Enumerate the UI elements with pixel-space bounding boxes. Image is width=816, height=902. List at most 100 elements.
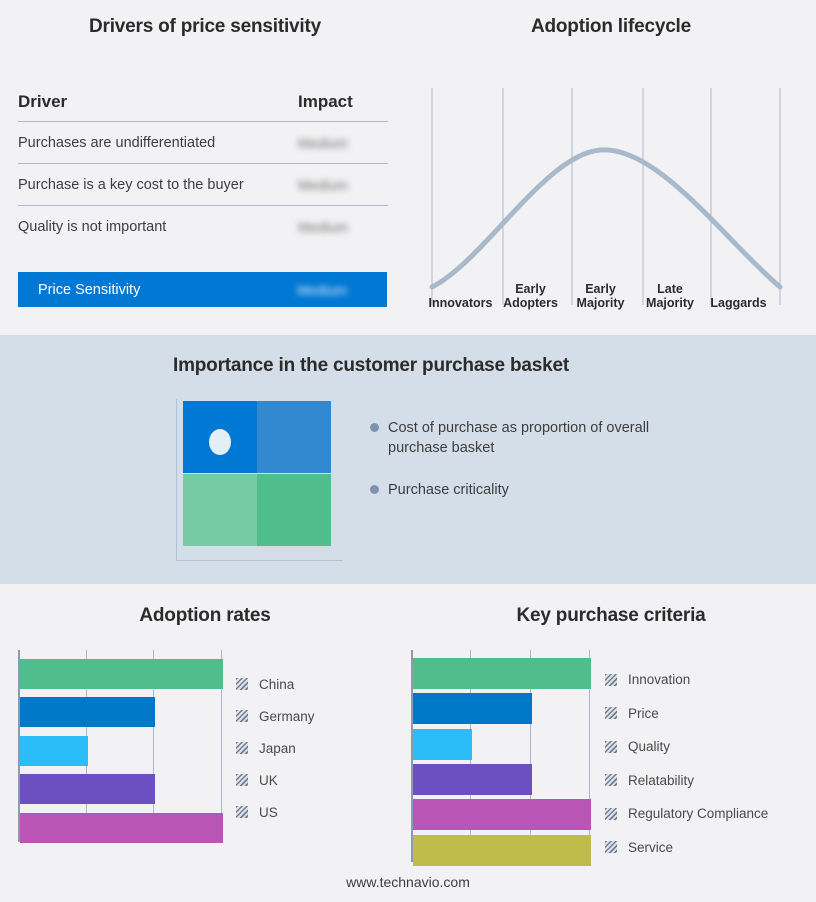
chart-gridline bbox=[153, 650, 155, 842]
highlight-impact-value-redacted: Medium bbox=[297, 281, 347, 298]
middle-band bbox=[0, 335, 816, 584]
chart-y-axis bbox=[18, 650, 20, 842]
legend-item: Service bbox=[605, 831, 805, 865]
hatched-swatch-icon bbox=[236, 806, 248, 818]
adoption-rates-legend: China Germany Japan UK US bbox=[236, 668, 376, 828]
chart-bars bbox=[413, 650, 591, 866]
basket-legend: Cost of purchase as proportion of overal… bbox=[370, 418, 660, 522]
impact-value-redacted: Medium bbox=[298, 218, 348, 235]
bar-regulatory-compliance bbox=[413, 799, 591, 831]
hatched-swatch-icon bbox=[605, 841, 617, 854]
legend-item-label: Regulatory Compliance bbox=[628, 806, 769, 822]
quadrant-position-marker bbox=[209, 429, 231, 455]
lifecycle-stage-early-majority: Early Majority bbox=[576, 282, 625, 310]
bullet-dot-icon bbox=[370, 485, 379, 494]
legend-item: Price bbox=[605, 697, 805, 731]
adoption-rates-title: Adoption rates bbox=[139, 605, 271, 626]
basket-panel-title: Importance in the customer purchase bask… bbox=[173, 355, 569, 376]
quadrant-x-axis bbox=[176, 560, 343, 561]
table-rule bbox=[18, 163, 388, 164]
legend-item-label: US bbox=[259, 804, 278, 820]
adoption-rates-chart bbox=[18, 650, 223, 843]
hatched-swatch-icon bbox=[236, 774, 248, 786]
hatched-swatch-icon bbox=[236, 710, 248, 722]
chart-gridline bbox=[529, 650, 531, 862]
column-header-driver: Driver bbox=[18, 92, 68, 111]
bullet-dot-icon bbox=[370, 423, 379, 432]
legend-item: Purchase criticality bbox=[370, 480, 660, 500]
bar-uk bbox=[20, 774, 156, 805]
legend-item-label: Relatability bbox=[628, 772, 695, 788]
quadrant-cell-top-right bbox=[257, 401, 331, 473]
lifecycle-stage-innovators: Innovators bbox=[428, 296, 493, 310]
driver-label: Purchase is a key cost to the buyer bbox=[18, 176, 244, 193]
legend-item: Innovation bbox=[605, 663, 805, 697]
legend-item-label: Service bbox=[628, 839, 674, 855]
hatched-swatch-icon bbox=[236, 742, 248, 754]
drivers-table: Driver Impact Purchases are undifferenti… bbox=[18, 92, 388, 247]
lifecycle-panel-title: Adoption lifecycle bbox=[530, 16, 692, 37]
lifecycle-stage-laggards: Laggards bbox=[710, 296, 767, 310]
chart-gridline bbox=[221, 650, 222, 842]
legend-item-label: Japan bbox=[259, 740, 296, 756]
chart-bars bbox=[20, 650, 223, 843]
quadrant-y-axis bbox=[176, 399, 177, 561]
table-row: Purchases are undifferentiated Medium bbox=[18, 122, 388, 163]
table-row: Purchase is a key cost to the buyer Medi… bbox=[18, 164, 388, 205]
legend-item: Regulatory Compliance bbox=[605, 797, 805, 831]
lifecycle-stage-labels: Innovators Early Adopters Early Majority… bbox=[425, 282, 790, 310]
hatched-swatch-icon bbox=[605, 807, 617, 820]
legend-item-label: Purchase criticality bbox=[388, 482, 509, 498]
highlight-row-label: Price Sensitivity bbox=[38, 281, 141, 298]
hatched-swatch-icon bbox=[605, 707, 617, 720]
bar-service bbox=[413, 834, 591, 866]
lifecycle-stage-late-majority: Late Majority bbox=[646, 282, 694, 310]
bar-us bbox=[20, 812, 223, 843]
chart-gridline bbox=[589, 650, 590, 862]
hatched-swatch-icon bbox=[605, 774, 617, 787]
bell-curve-path bbox=[429, 147, 783, 290]
quadrant-cell-bottom-right bbox=[257, 474, 331, 546]
table-row: Quality is not important Medium bbox=[18, 206, 388, 247]
legend-item: China bbox=[236, 668, 376, 700]
bar-innovation bbox=[413, 658, 591, 689]
quadrant-matrix bbox=[183, 401, 331, 546]
hatched-swatch-icon bbox=[605, 740, 617, 753]
legend-item: Relatability bbox=[605, 764, 805, 798]
driver-label: Purchases are undifferentiated bbox=[18, 134, 216, 151]
legend-item-label: UK bbox=[259, 772, 278, 788]
table-rule bbox=[18, 205, 388, 206]
bar-quality bbox=[413, 728, 473, 760]
hatched-swatch-icon bbox=[605, 673, 617, 686]
price-sensitivity-highlight-row: Price Sensitivity Medium bbox=[18, 272, 387, 307]
legend-item: Quality bbox=[605, 730, 805, 764]
key-purchase-criteria-title: Key purchase criteria bbox=[516, 605, 706, 626]
legend-item: Cost of purchase as proportion of overal… bbox=[370, 418, 660, 458]
table-rule bbox=[18, 121, 388, 122]
bar-price bbox=[413, 693, 532, 725]
quadrant-cell-bottom-left bbox=[183, 474, 257, 546]
footer-url: www.technavio.com bbox=[346, 874, 470, 890]
adoption-lifecycle-chart: Innovators Early Adopters Early Majority… bbox=[425, 80, 790, 310]
key-purchase-criteria-legend: Innovation Price Quality Relatability Regula… bbox=[605, 663, 805, 864]
bar-germany bbox=[20, 697, 156, 728]
impact-value-redacted: Medium bbox=[298, 134, 348, 151]
legend-item-label: Innovation bbox=[628, 672, 691, 688]
legend-item: US bbox=[236, 796, 376, 828]
bar-relatability bbox=[413, 764, 532, 795]
chart-y-axis bbox=[411, 650, 413, 862]
legend-item: Japan bbox=[236, 732, 376, 764]
legend-item-label: Price bbox=[628, 705, 659, 721]
column-header-impact: Impact bbox=[298, 92, 353, 111]
impact-value-redacted: Medium bbox=[298, 176, 348, 193]
legend-item-label: Germany bbox=[259, 708, 315, 724]
lifecycle-curve-svg bbox=[429, 88, 783, 305]
legend-item-label: Quality bbox=[628, 739, 671, 755]
hatched-swatch-icon bbox=[236, 678, 248, 690]
lifecycle-stage-early-adopters: Early Adopters bbox=[503, 282, 558, 310]
driver-label: Quality is not important bbox=[18, 218, 167, 235]
legend-item-label: Cost of purchase as proportion of overal… bbox=[388, 420, 650, 456]
drivers-table-header: Driver Impact bbox=[18, 92, 388, 121]
bar-china bbox=[20, 659, 223, 689]
